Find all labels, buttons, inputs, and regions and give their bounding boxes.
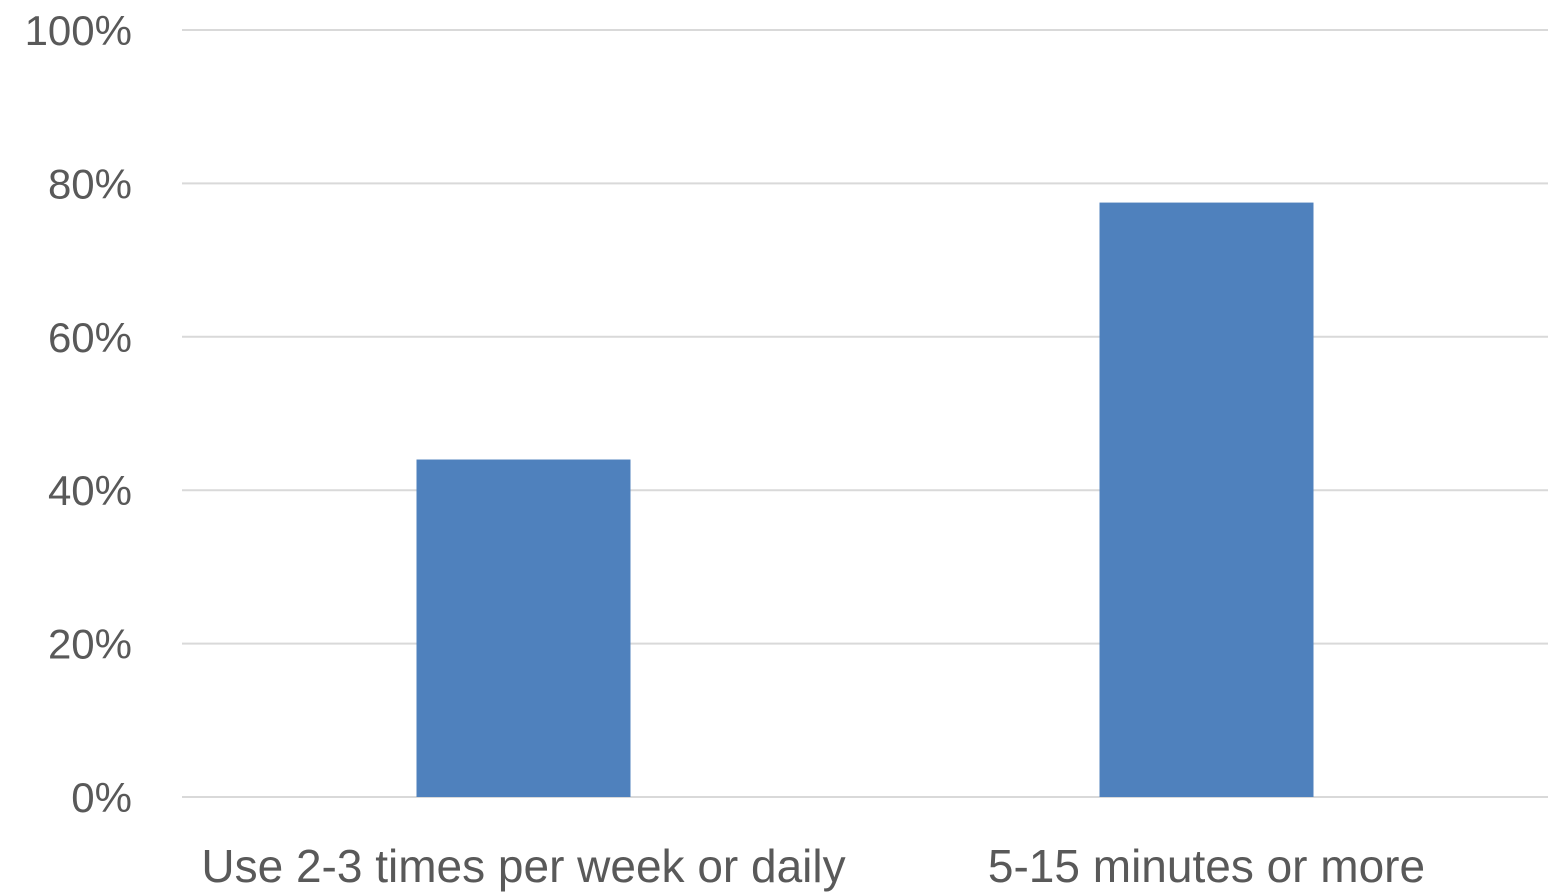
bars: [416, 202, 1314, 797]
y-axis-tick-labels: 0% 20% 40% 60% 80% 100%: [25, 7, 132, 821]
y-tick-label: 0%: [71, 774, 132, 821]
bar: [416, 459, 631, 797]
gridlines: [182, 29, 1548, 798]
y-tick-label: 20%: [48, 621, 132, 668]
y-tick-label: 100%: [25, 7, 132, 54]
y-tick-label: 60%: [48, 314, 132, 361]
y-tick-label: 80%: [48, 160, 132, 207]
y-tick-label: 40%: [48, 467, 132, 514]
bar: [1099, 202, 1314, 797]
x-axis-category-labels: Use 2-3 times per week or daily 5-15 minu…: [201, 840, 1425, 892]
x-category-label: 5-15 minutes or more: [988, 840, 1425, 892]
x-category-label: Use 2-3 times per week or daily: [201, 840, 845, 892]
